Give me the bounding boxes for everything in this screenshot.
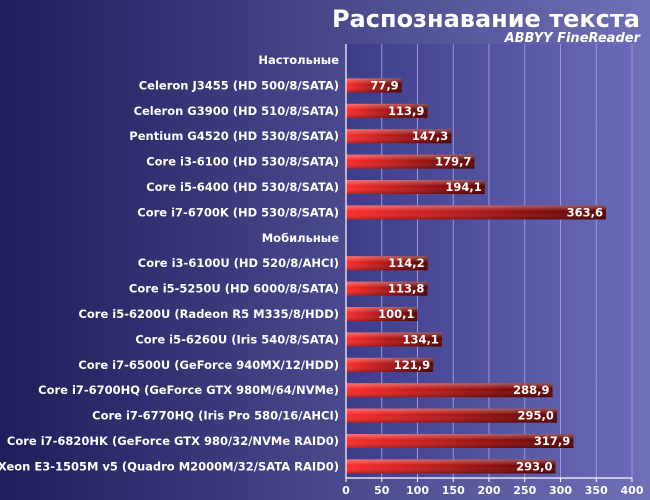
- tick-label: 350: [585, 484, 608, 497]
- value-label: 77,9: [370, 78, 398, 92]
- category-label: Pentium G4520 (HD 530/8/SATA): [129, 129, 339, 143]
- category-label: Core i5-6200U (Radeon R5 M335/8/HDD): [78, 307, 339, 321]
- category-label: Core i7-6500U (GeForce 940MX/12/HDD): [78, 358, 339, 372]
- bar-highlight: [346, 256, 428, 271]
- value-label: 194,1: [445, 180, 481, 194]
- value-label: 147,3: [412, 129, 448, 143]
- bar-highlight: [346, 307, 418, 321]
- bar-highlight: [346, 408, 557, 423]
- tick-label: 150: [442, 484, 465, 497]
- value-label: 114,2: [388, 256, 424, 270]
- bar-highlight: [346, 103, 428, 118]
- bar-highlight: [346, 129, 452, 144]
- category-label: Core i5-6400 (HD 530/8/SATA): [146, 180, 339, 194]
- category-label: Core i5-5250U (HD 6000/8/SATA): [129, 282, 339, 296]
- bar-highlight: [346, 205, 606, 220]
- bar-highlight: [346, 281, 428, 296]
- tick-label: 400: [621, 484, 644, 497]
- bar-highlight: [346, 332, 442, 347]
- category-label: Celeron J3455 (HD 500/8/SATA): [139, 78, 339, 92]
- tick-label: 300: [549, 484, 572, 497]
- category-label: Core i3-6100 (HD 530/8/SATA): [146, 155, 339, 169]
- x-axis: 0 50 100 150 200 250 300 350 400: [342, 44, 644, 497]
- value-label: 113,9: [388, 104, 424, 118]
- value-label: 113,8: [388, 282, 424, 296]
- value-label: 317,9: [534, 434, 570, 448]
- value-label: 363,6: [567, 205, 603, 219]
- group-label: Мобильные: [262, 231, 339, 245]
- tick-label: 0: [342, 484, 350, 497]
- value-label: 295,0: [518, 409, 554, 423]
- group-label: Настольные: [258, 53, 339, 67]
- category-label: Core i7-6820HK (GeForce GTX 980/32/NVMe …: [7, 434, 339, 448]
- value-label: 121,9: [394, 358, 430, 372]
- category-label: Core i7-6700HQ (GeForce GTX 980M/64/NVMe…: [38, 383, 339, 397]
- value-label: 293,0: [516, 459, 552, 473]
- category-label: Xeon E3-1505M v5 (Quadro M2000M/32/SATA …: [0, 459, 339, 473]
- category-label: Core i7-6700K (HD 530/8/SATA): [137, 205, 339, 219]
- tick-label: 50: [374, 484, 390, 497]
- category-label: Core i5-6260U (Iris 540/8/SATA): [135, 332, 339, 346]
- bar-highlight: [346, 154, 475, 169]
- chart-subtitle: ABBYY FineReader: [504, 31, 642, 46]
- bar-highlight: [346, 434, 574, 448]
- category-label: Core i7-6770HQ (Iris Pro 580/16/AHCI): [92, 409, 339, 423]
- category-label: Celeron G3900 (HD 510/8/SATA): [134, 104, 339, 118]
- grid-lines: [381, 44, 633, 478]
- value-label: 100,1: [378, 307, 414, 321]
- bar-highlight: [346, 459, 556, 474]
- tick-label: 250: [513, 484, 536, 497]
- bar-highlight: [346, 78, 402, 93]
- bar-highlight: [346, 357, 434, 372]
- tick-label: 200: [478, 484, 501, 497]
- chart-title: Распознавание текста: [332, 5, 640, 33]
- tick-label: 100: [406, 484, 429, 497]
- bar-highlight: [346, 383, 553, 398]
- value-label: 179,7: [435, 155, 471, 169]
- bar-highlight: [346, 180, 485, 194]
- value-label: 288,9: [513, 383, 549, 397]
- rows: Настольные Celeron J3455 (HD 500/8/SATA) 7…: [0, 53, 606, 474]
- value-label: 134,1: [402, 332, 438, 346]
- category-label: Core i3-6100U (HD 520/8/AHCI): [138, 256, 339, 270]
